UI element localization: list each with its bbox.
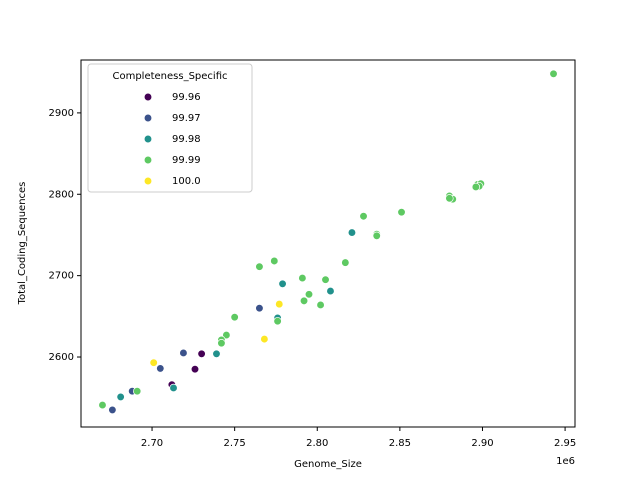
scatter-point bbox=[260, 334, 269, 344]
scatter-point bbox=[321, 275, 330, 284]
scatter-point bbox=[270, 256, 279, 266]
x-axis-label: Genome_Size bbox=[294, 459, 362, 470]
x-tick-label: 2.85 bbox=[389, 438, 411, 449]
scatter-point bbox=[316, 300, 325, 310]
scatter-point bbox=[397, 208, 406, 217]
scatter-point bbox=[197, 349, 206, 358]
x-tick-label: 2.70 bbox=[141, 438, 163, 449]
scatter-point bbox=[230, 312, 239, 322]
x-tick-label: 2.75 bbox=[224, 438, 246, 449]
legend-box bbox=[87, 63, 253, 193]
legend-title: Completeness_Specific bbox=[112, 71, 227, 82]
scatter-point bbox=[156, 364, 165, 373]
scatter-point bbox=[326, 286, 335, 296]
scatter-point bbox=[108, 405, 117, 415]
x-tick-label: 2.90 bbox=[471, 438, 493, 449]
y-tick-label: 2800 bbox=[49, 189, 74, 200]
scatter-point bbox=[217, 339, 226, 348]
legend-marker bbox=[143, 134, 153, 144]
scatter-point bbox=[275, 299, 284, 309]
legend-label: 99.96 bbox=[172, 92, 201, 103]
scatter-point bbox=[169, 383, 178, 393]
y-tick-label: 2600 bbox=[49, 352, 74, 363]
scatter-point bbox=[445, 194, 454, 203]
legend-label: 99.98 bbox=[172, 134, 201, 145]
scatter-point bbox=[471, 182, 481, 192]
scatter-point bbox=[222, 330, 231, 340]
scatter-point bbox=[116, 392, 125, 402]
scatter-point bbox=[179, 348, 188, 358]
x-offset-label: 1e6 bbox=[556, 456, 575, 467]
scatter-point bbox=[133, 387, 142, 396]
scatter-point bbox=[255, 304, 264, 313]
legend-marker bbox=[143, 176, 153, 186]
scatter-point bbox=[304, 290, 314, 299]
legend-marker bbox=[143, 92, 153, 102]
scatter-point bbox=[341, 258, 350, 267]
legend-label: 99.99 bbox=[172, 155, 201, 166]
legend-label: 99.97 bbox=[172, 113, 201, 124]
scatter-point bbox=[359, 212, 368, 221]
x-tick-label: 2.95 bbox=[554, 438, 576, 449]
axes-frame bbox=[80, 59, 576, 428]
legend-marker bbox=[143, 113, 153, 123]
scatter-point bbox=[549, 69, 558, 78]
scatter-point bbox=[278, 279, 287, 288]
legend-label: 100.0 bbox=[172, 176, 201, 187]
scatter-point bbox=[372, 231, 381, 240]
scatter-point bbox=[190, 365, 200, 374]
legend-marker bbox=[143, 155, 153, 165]
scatter-point bbox=[149, 358, 158, 367]
scatter-point bbox=[255, 262, 264, 271]
y-tick-label: 2900 bbox=[49, 108, 74, 119]
scatter-point bbox=[98, 400, 107, 410]
scatter-point bbox=[212, 349, 221, 358]
y-axis-label: Total_Coding_Sequences bbox=[17, 182, 28, 306]
scatter-point bbox=[273, 317, 282, 326]
y-tick-label: 2700 bbox=[49, 271, 74, 282]
scatter-point bbox=[299, 296, 309, 306]
x-tick-label: 2.80 bbox=[306, 438, 328, 449]
scatter-point bbox=[347, 228, 357, 237]
scatter-point bbox=[298, 273, 307, 283]
